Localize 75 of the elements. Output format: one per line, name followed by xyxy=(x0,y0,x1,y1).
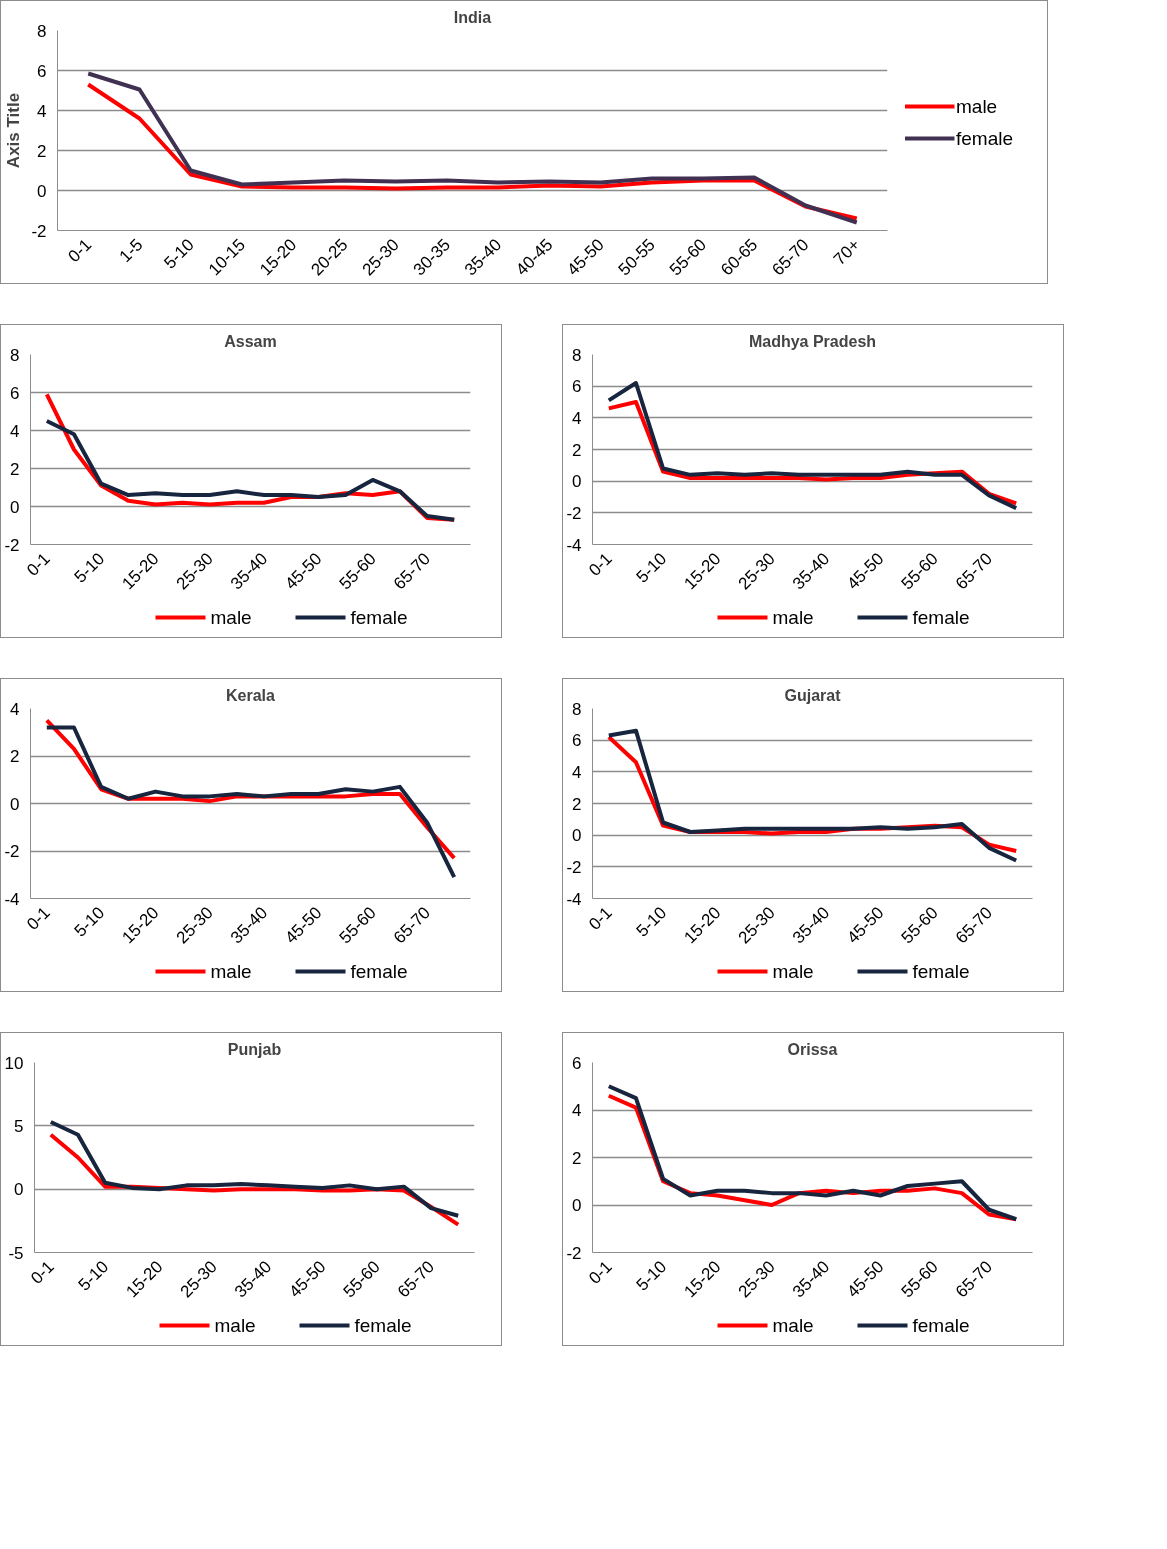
x-tick-label: 0-1 xyxy=(27,1257,58,1288)
y-tick-label: 8 xyxy=(572,699,582,719)
legend-label: female xyxy=(354,1315,412,1336)
x-tick-label: 1-5 xyxy=(115,235,147,266)
y-tick-label: -2 xyxy=(566,503,582,523)
x-tick-label: 0-1 xyxy=(64,235,96,266)
y-tick-label: 4 xyxy=(37,101,47,121)
chart-title: Assam xyxy=(224,332,277,350)
legend-label: female xyxy=(350,607,408,628)
y-tick-label: -2 xyxy=(31,221,47,241)
y-tick-label: 2 xyxy=(572,794,582,814)
y-tick-label: 0 xyxy=(10,497,20,517)
legend-label: female xyxy=(912,1315,970,1336)
line-series xyxy=(44,725,457,880)
y-tick-label: 2 xyxy=(37,141,47,161)
legend-label: male xyxy=(956,96,998,117)
y-tick-label: -5 xyxy=(8,1243,24,1263)
legend-label: male xyxy=(210,961,252,982)
legend-label: male xyxy=(210,607,252,628)
y-tick-label: 4 xyxy=(10,421,20,441)
y-tick-label: -2 xyxy=(4,842,20,861)
y-tick-label: 2 xyxy=(572,1148,582,1168)
legend-label: female xyxy=(956,128,1014,149)
y-tick-label: 2 xyxy=(10,459,20,479)
y-tick-label: 4 xyxy=(572,408,582,428)
chart-title: Kerala xyxy=(226,686,276,704)
y-tick-label: -2 xyxy=(566,1243,582,1263)
y-tick-label: 0 xyxy=(14,1180,24,1200)
y-tick-label: -4 xyxy=(4,889,20,909)
legend-label: female xyxy=(912,961,970,982)
line-series xyxy=(606,381,1019,511)
line-series xyxy=(44,419,457,522)
y-tick-label: 4 xyxy=(572,762,582,782)
x-tick-label: 0-1 xyxy=(23,903,54,934)
y-tick-label: -2 xyxy=(566,857,582,877)
legend-label: male xyxy=(772,1315,814,1336)
chart-title: India xyxy=(453,8,492,26)
y-tick-label: 8 xyxy=(10,345,20,365)
y-tick-label: 8 xyxy=(572,345,582,365)
y-tick-label: 4 xyxy=(572,1101,582,1120)
y-tick-label: 5 xyxy=(14,1116,24,1136)
legend-label: male xyxy=(772,961,814,982)
chart-title: Orissa xyxy=(787,1040,838,1058)
chart-title: Gujarat xyxy=(784,686,842,704)
y-tick-label: 6 xyxy=(37,61,47,81)
legend-label: male xyxy=(214,1315,256,1336)
y-tick-label: 6 xyxy=(10,383,20,403)
legend-label: male xyxy=(772,607,814,628)
y-tick-label: -4 xyxy=(566,535,582,555)
x-tick-label: 0-1 xyxy=(585,549,616,580)
y-tick-label: 6 xyxy=(572,731,582,751)
line-series xyxy=(48,1120,461,1218)
y-tick-label: 0 xyxy=(572,472,582,492)
y-tick-label: 10 xyxy=(4,1053,24,1073)
y-tick-label: 6 xyxy=(572,377,582,397)
chart-title: Madhya Pradesh xyxy=(748,332,877,350)
x-tick-label: 0-1 xyxy=(585,1257,616,1288)
y-tick-label: 0 xyxy=(572,826,582,846)
y-tick-label: 0 xyxy=(572,1196,582,1215)
y-tick-label: -4 xyxy=(566,889,582,909)
y-tick-label: 2 xyxy=(10,747,20,766)
x-tick-label: 0-1 xyxy=(23,549,54,580)
x-tick-label: 0-1 xyxy=(585,903,616,934)
legend-label: female xyxy=(350,961,408,982)
legend-label: female xyxy=(912,607,970,628)
y-tick-label: 2 xyxy=(572,440,582,460)
y-tick-label: 6 xyxy=(572,1053,582,1073)
chart-title: Punjab xyxy=(227,1040,282,1058)
y-tick-label: 0 xyxy=(10,794,20,814)
y-tick-label: 0 xyxy=(37,181,47,201)
y-tick-label: -2 xyxy=(4,535,20,555)
y-tick-label: 8 xyxy=(37,21,47,41)
y-axis-title: Axis Title xyxy=(4,92,24,169)
y-tick-label: 4 xyxy=(10,699,20,719)
x-tick-label: 70+ xyxy=(830,235,864,269)
